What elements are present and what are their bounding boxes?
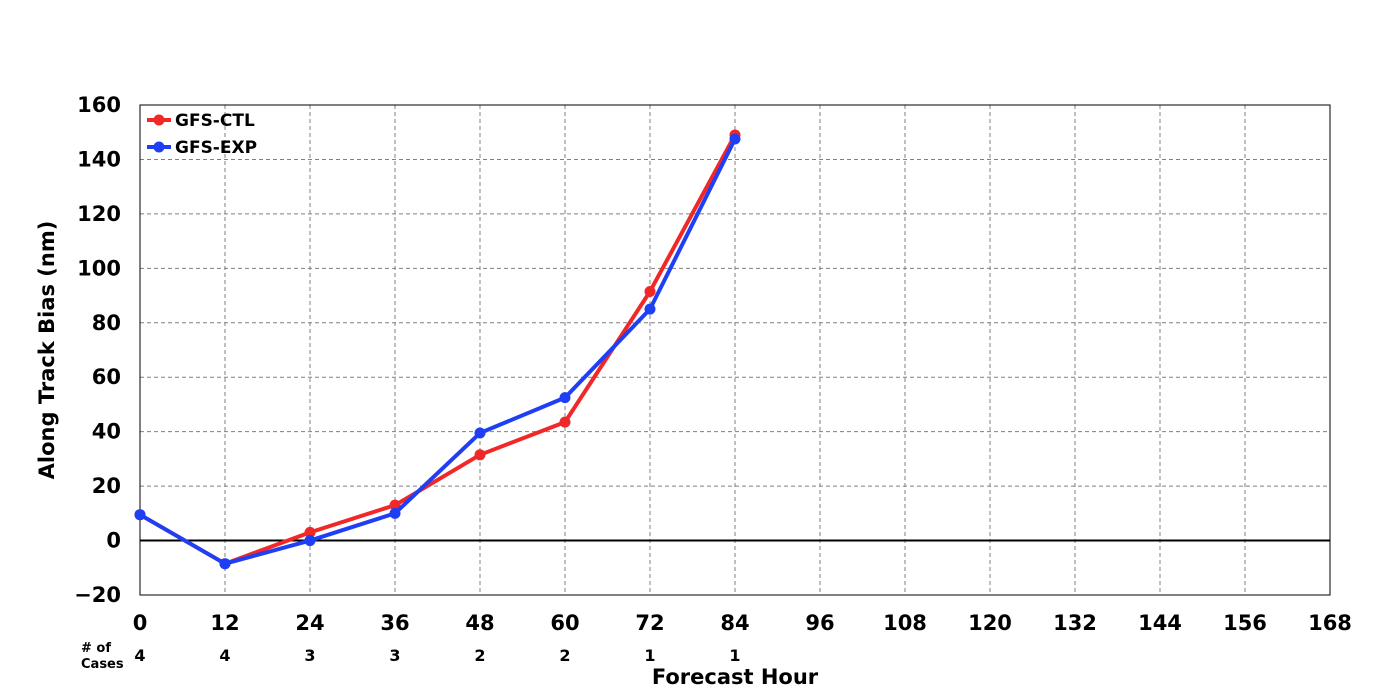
series-line xyxy=(138,132,737,566)
case-count: 3 xyxy=(389,646,400,665)
data-point xyxy=(474,449,486,461)
data-point xyxy=(389,507,401,519)
y-tick-label: 80 xyxy=(92,311,121,335)
data-point xyxy=(559,392,571,404)
case-count: 4 xyxy=(134,646,145,665)
case-count: 1 xyxy=(644,646,655,665)
y-tick-label: 0 xyxy=(106,529,121,553)
y-tick-labels: −20 0 20 40 60 80 100 120 140 160 xyxy=(74,93,121,607)
y-tick-label: 40 xyxy=(92,420,121,444)
x-tick-label: 60 xyxy=(550,611,579,635)
legend-marker xyxy=(153,141,165,153)
legend: GFS-CTL GFS-EXP xyxy=(147,111,257,158)
x-tick-label: 120 xyxy=(968,611,1012,635)
cases-row: 4 4 3 3 2 2 1 1 xyxy=(134,646,740,665)
data-point xyxy=(644,285,656,297)
data-point xyxy=(389,499,401,511)
x-tick-label: 48 xyxy=(465,611,494,635)
data-point xyxy=(729,133,741,145)
case-count: 1 xyxy=(729,646,740,665)
y-tick-label: 100 xyxy=(77,256,121,280)
x-tick-label: 72 xyxy=(635,611,664,635)
x-tick-label: 156 xyxy=(1223,611,1267,635)
y-axis-label: Along Track Bias (nm) xyxy=(35,221,59,480)
data-point xyxy=(134,509,146,521)
grid xyxy=(140,105,1330,595)
data-point xyxy=(304,526,316,538)
data-point xyxy=(474,427,486,439)
y-tick-label: 120 xyxy=(77,202,121,226)
x-tick-label: 84 xyxy=(720,611,749,635)
data-point xyxy=(559,416,571,428)
x-axis-label: Forecast Hour xyxy=(652,665,819,689)
y-tick-label: 20 xyxy=(92,474,121,498)
case-count: 2 xyxy=(474,646,485,665)
data-point xyxy=(219,558,231,570)
x-tick-label: 168 xyxy=(1308,611,1352,635)
x-tick-label: 12 xyxy=(210,611,239,635)
case-count: 3 xyxy=(304,646,315,665)
y-tick-label: 140 xyxy=(77,147,121,171)
legend-marker xyxy=(153,114,165,126)
data-point xyxy=(644,303,656,315)
case-count: 4 xyxy=(219,646,230,665)
case-count: 2 xyxy=(559,646,570,665)
x-tick-label: 0 xyxy=(133,611,148,635)
series-layer xyxy=(134,129,741,570)
y-tick-label: 160 xyxy=(77,93,121,117)
x-tick-label: 24 xyxy=(295,611,324,635)
series-line xyxy=(138,137,737,566)
plot-frame xyxy=(139,104,1331,596)
x-tick-label: 36 xyxy=(380,611,409,635)
x-tick-label: 132 xyxy=(1053,611,1097,635)
x-tick-label: 108 xyxy=(883,611,927,635)
data-point xyxy=(304,535,316,547)
x-tick-label: 96 xyxy=(805,611,834,635)
x-tick-label: 144 xyxy=(1138,611,1182,635)
cases-label-line2: Cases xyxy=(81,657,124,672)
cases-label-line1: # of xyxy=(81,641,111,656)
y-tick-label: −20 xyxy=(74,583,121,607)
y-tick-label: 60 xyxy=(92,365,121,389)
legend-label: GFS-CTL xyxy=(175,111,255,131)
legend-label: GFS-EXP xyxy=(175,138,257,158)
x-tick-labels: 0 12 24 36 48 60 72 84 96 108 120 132 144 156 168 xyxy=(133,611,1352,635)
